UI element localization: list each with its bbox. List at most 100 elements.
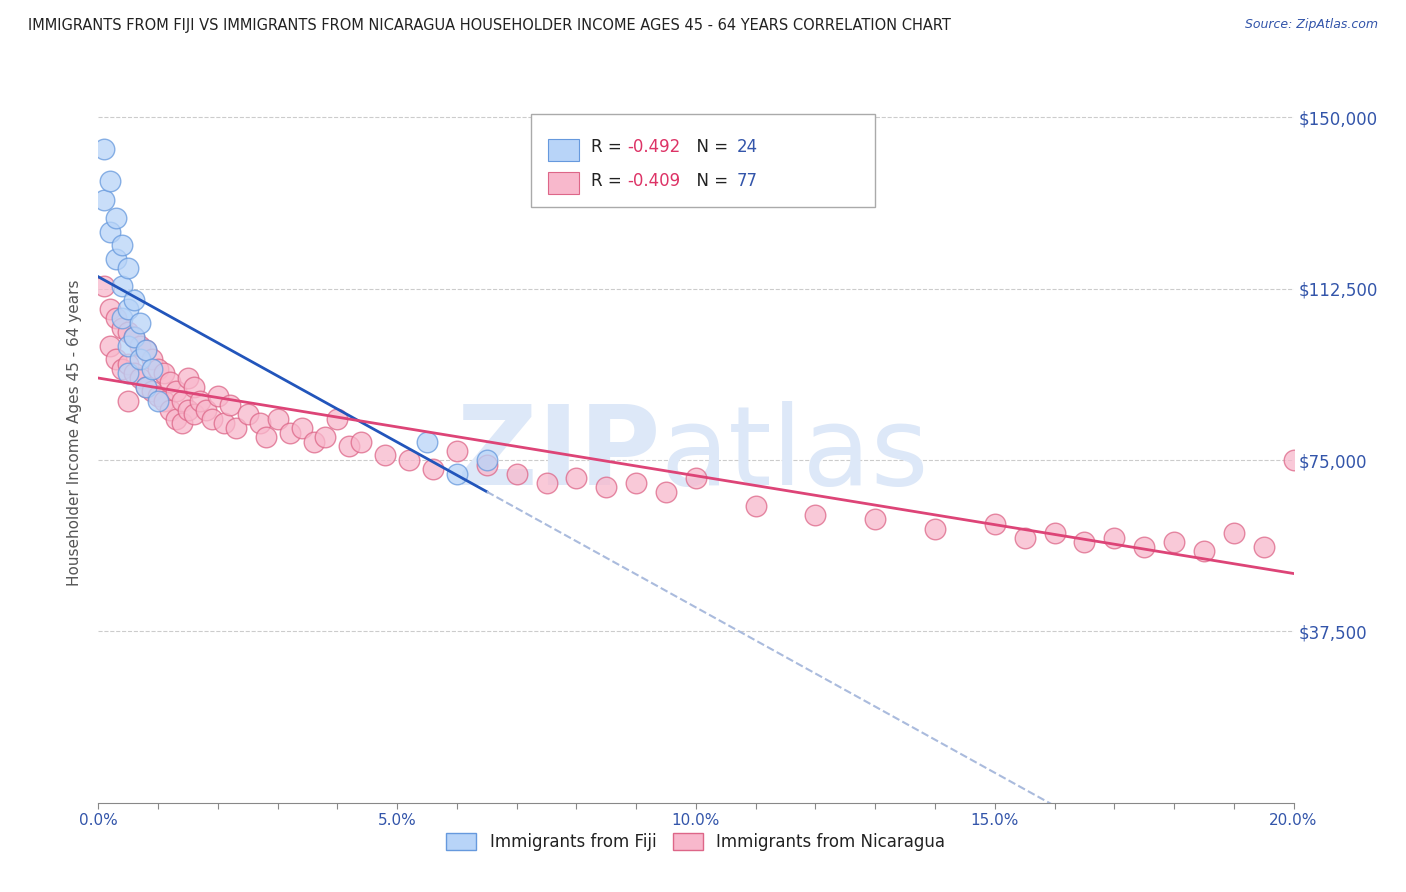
- Point: [207, 389, 229, 403]
- Text: -0.492: -0.492: [627, 138, 681, 156]
- Point: [984, 516, 1007, 531]
- Point: [153, 366, 176, 380]
- Point: [1014, 531, 1036, 545]
- Point: [291, 421, 314, 435]
- Point: [129, 339, 152, 353]
- Point: [135, 380, 157, 394]
- Point: [172, 393, 194, 408]
- Y-axis label: Householder Income Ages 45 - 64 years: Householder Income Ages 45 - 64 years: [67, 279, 83, 586]
- Point: [105, 252, 128, 266]
- Point: [177, 402, 200, 417]
- Point: [416, 434, 439, 449]
- Point: [111, 279, 134, 293]
- Point: [93, 193, 115, 207]
- Point: [565, 471, 588, 485]
- Point: [117, 357, 139, 371]
- Legend: Immigrants from Fiji, Immigrants from Nicaragua: Immigrants from Fiji, Immigrants from Ni…: [440, 826, 952, 857]
- Point: [98, 339, 122, 353]
- Point: [129, 316, 152, 330]
- Text: N =: N =: [686, 138, 734, 156]
- Point: [165, 412, 187, 426]
- Point: [111, 238, 134, 252]
- Point: [302, 434, 325, 449]
- Text: N =: N =: [686, 172, 734, 190]
- Point: [141, 361, 163, 376]
- Point: [278, 425, 301, 440]
- Text: R =: R =: [591, 138, 627, 156]
- Point: [350, 434, 373, 449]
- Point: [219, 398, 242, 412]
- Point: [129, 352, 152, 367]
- Point: [506, 467, 529, 481]
- Point: [1133, 540, 1156, 554]
- Point: [249, 417, 271, 431]
- Point: [93, 279, 115, 293]
- Point: [165, 384, 187, 399]
- Point: [254, 430, 277, 444]
- Point: [98, 302, 122, 317]
- Point: [188, 393, 211, 408]
- Point: [177, 371, 200, 385]
- Point: [117, 302, 139, 317]
- Text: -0.409: -0.409: [627, 172, 681, 190]
- Text: ZIP: ZIP: [457, 401, 661, 508]
- Point: [804, 508, 827, 522]
- Point: [536, 475, 558, 490]
- Point: [924, 522, 946, 536]
- Point: [685, 471, 707, 485]
- Text: Source: ZipAtlas.com: Source: ZipAtlas.com: [1244, 18, 1378, 31]
- Point: [183, 408, 205, 422]
- Point: [1192, 544, 1215, 558]
- Point: [111, 311, 134, 326]
- Point: [315, 430, 337, 444]
- Point: [135, 343, 157, 358]
- Point: [153, 393, 176, 408]
- Point: [225, 421, 247, 435]
- Point: [148, 393, 170, 408]
- Point: [124, 293, 146, 307]
- Point: [105, 352, 128, 367]
- Point: [124, 329, 146, 343]
- Point: [148, 389, 170, 403]
- Point: [398, 453, 420, 467]
- Point: [446, 443, 468, 458]
- Point: [1073, 535, 1095, 549]
- Text: IMMIGRANTS FROM FIJI VS IMMIGRANTS FROM NICARAGUA HOUSEHOLDER INCOME AGES 45 - 6: IMMIGRANTS FROM FIJI VS IMMIGRANTS FROM …: [28, 18, 950, 33]
- Point: [1163, 535, 1185, 549]
- Point: [111, 320, 134, 334]
- Text: 77: 77: [737, 172, 758, 190]
- Point: [1043, 526, 1066, 541]
- Point: [135, 343, 157, 358]
- Point: [141, 384, 163, 399]
- Point: [117, 339, 139, 353]
- Point: [172, 417, 194, 431]
- Point: [124, 329, 146, 343]
- Point: [236, 408, 259, 422]
- Point: [865, 512, 887, 526]
- Text: atlas: atlas: [661, 401, 928, 508]
- Point: [595, 480, 617, 494]
- Point: [93, 142, 115, 156]
- Point: [1104, 531, 1126, 545]
- Point: [201, 412, 224, 426]
- Point: [117, 366, 139, 380]
- Text: R =: R =: [591, 172, 627, 190]
- Point: [745, 499, 768, 513]
- Point: [129, 371, 152, 385]
- Point: [1223, 526, 1246, 541]
- Point: [124, 366, 146, 380]
- Point: [105, 211, 128, 225]
- Point: [98, 174, 122, 188]
- Point: [117, 325, 139, 339]
- Point: [141, 352, 163, 367]
- Point: [475, 453, 498, 467]
- Point: [267, 412, 290, 426]
- Point: [374, 449, 396, 463]
- Point: [212, 417, 235, 431]
- Point: [326, 412, 349, 426]
- Point: [135, 380, 157, 394]
- Text: 24: 24: [737, 138, 758, 156]
- Point: [159, 376, 181, 390]
- Point: [105, 311, 128, 326]
- Point: [475, 458, 498, 472]
